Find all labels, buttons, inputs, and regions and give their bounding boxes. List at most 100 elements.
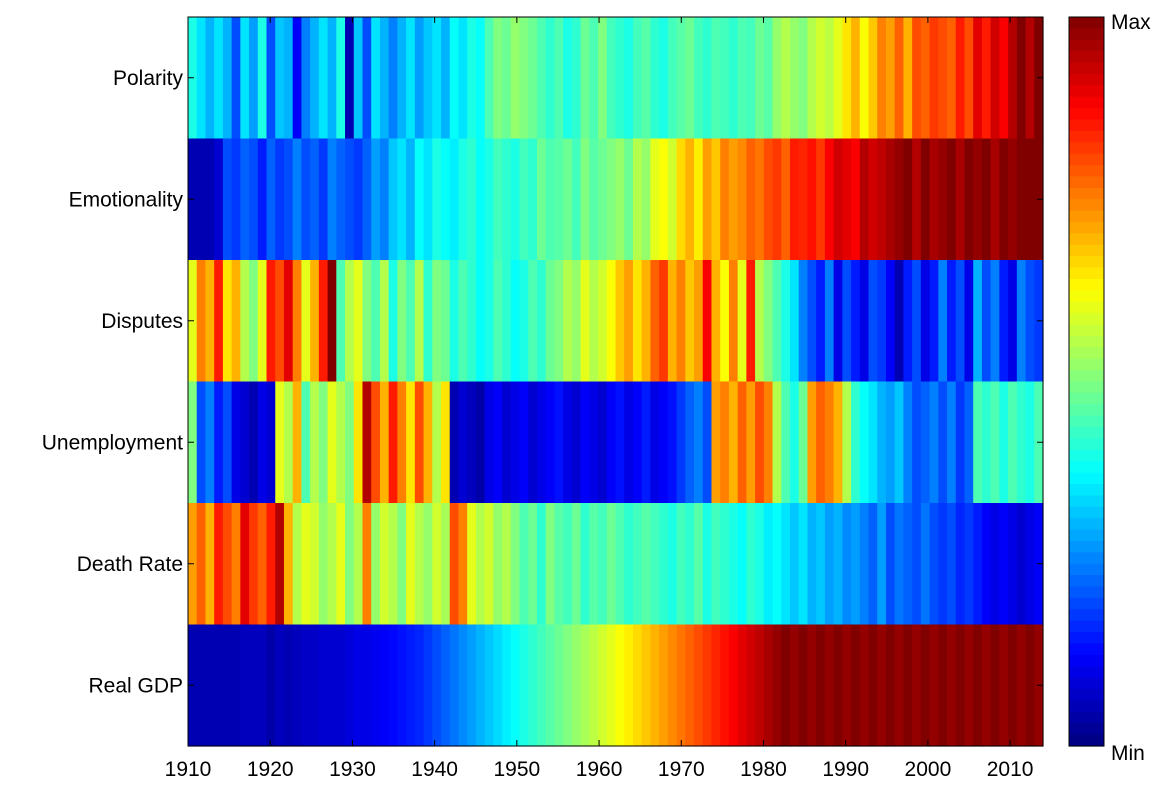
heatmap-cell <box>240 381 250 504</box>
heatmap-cell <box>720 260 730 383</box>
heatmap-cell <box>318 17 329 140</box>
heatmap-cell <box>580 138 590 261</box>
heatmap-cell <box>676 503 686 626</box>
heatmap-cell <box>257 624 268 747</box>
heatmap-cell <box>798 503 809 626</box>
heatmap-cell <box>345 381 355 504</box>
heatmap-cell <box>449 138 460 261</box>
heatmap-cell <box>222 381 233 504</box>
heatmap-cell <box>275 381 285 504</box>
heatmap-cell <box>545 138 556 261</box>
colorbar-swatch <box>1069 495 1104 508</box>
heatmap-cell <box>606 381 617 504</box>
heatmap-cell <box>353 624 364 747</box>
heatmap-cell <box>711 381 721 504</box>
heatmap-cell <box>938 138 948 261</box>
heatmap-cell <box>755 624 765 747</box>
heatmap-cell <box>414 381 425 504</box>
y-tick-label: Death Rate <box>77 553 183 576</box>
heatmap-cell <box>310 138 320 261</box>
heatmap-cell <box>362 17 372 140</box>
x-tick-label: 2000 <box>905 758 952 781</box>
heatmap-cell <box>912 503 922 626</box>
heatmap-cell <box>510 381 521 504</box>
heatmap-cell <box>755 503 765 626</box>
heatmap-cell <box>894 381 904 504</box>
colorbar-swatch <box>1069 711 1104 724</box>
heatmap-cell <box>519 503 529 626</box>
heatmap-cell <box>379 17 390 140</box>
colorbar-swatch <box>1069 620 1104 633</box>
heatmap-cell <box>283 138 294 261</box>
heatmap-cell <box>458 138 468 261</box>
heatmap-cell <box>807 381 817 504</box>
heatmap-cell <box>467 138 477 261</box>
y-tick-label: Emotionality <box>69 188 184 211</box>
heatmap-cell <box>528 381 538 504</box>
colorbar-swatch <box>1069 142 1104 155</box>
heatmap-cell <box>536 503 547 626</box>
heatmap-cell <box>275 503 285 626</box>
colorbar-swatch <box>1069 130 1104 143</box>
colorbar-swatch <box>1069 529 1104 542</box>
heatmap-cell <box>947 17 957 140</box>
heatmap-cell <box>222 503 233 626</box>
heatmap-cell <box>397 624 407 747</box>
heatmap-cell <box>615 260 625 383</box>
heatmap-cell <box>362 138 372 261</box>
heatmap-cell <box>1025 138 1035 261</box>
colorbar-swatch <box>1069 256 1104 269</box>
colorbar-swatch <box>1069 540 1104 553</box>
heatmap-cell <box>964 503 974 626</box>
heatmap-cell <box>720 17 730 140</box>
heatmap-cell <box>327 260 337 383</box>
heatmap-cell <box>275 260 285 383</box>
colorbar-max-label: Max <box>1111 11 1151 34</box>
heatmap-cell <box>318 624 329 747</box>
heatmap-cell <box>467 17 477 140</box>
heatmap-cell <box>598 260 608 383</box>
heatmap-cell <box>528 624 538 747</box>
heatmap-cell <box>667 503 678 626</box>
heatmap-cell <box>371 381 381 504</box>
heatmap-cell <box>912 260 922 383</box>
heatmap-cell <box>510 138 521 261</box>
heatmap-cell <box>885 260 896 383</box>
heatmap-cell <box>711 260 721 383</box>
heatmap-cell <box>807 624 817 747</box>
heatmap-cell <box>475 503 486 626</box>
heatmap-cell <box>632 260 643 383</box>
heatmap-cell <box>292 624 303 747</box>
heatmap-cell <box>981 17 992 140</box>
heatmap-cell <box>563 138 573 261</box>
heatmap-cell <box>885 503 896 626</box>
heatmap-cell <box>694 17 704 140</box>
colorbar-swatch <box>1069 654 1104 667</box>
heatmap-cell <box>990 138 1000 261</box>
heatmap-cell <box>920 381 931 504</box>
heatmap-cell <box>615 381 625 504</box>
heatmap-cell <box>598 17 608 140</box>
heatmap-cell <box>851 138 861 261</box>
y-tick-label: Polarity <box>113 67 184 90</box>
heatmap-cell <box>231 503 241 626</box>
heatmap-cell <box>257 503 268 626</box>
heatmap-cell <box>275 17 285 140</box>
colorbar-swatch <box>1069 381 1104 394</box>
heatmap-cell <box>441 260 451 383</box>
colorbar-swatch <box>1069 415 1104 428</box>
heatmap-cell <box>196 624 207 747</box>
heatmap-cell <box>947 260 957 383</box>
heatmap-cell <box>598 381 608 504</box>
heatmap-cell <box>615 17 625 140</box>
heatmap-cell <box>868 503 878 626</box>
heatmap-cell <box>475 260 486 383</box>
heatmap-cell <box>947 503 957 626</box>
heatmap-cell <box>502 17 512 140</box>
heatmap-cell <box>641 17 651 140</box>
heatmap-cell <box>964 260 974 383</box>
heatmap-cell <box>973 503 983 626</box>
heatmap-cell <box>536 624 547 747</box>
heatmap-cell <box>964 381 974 504</box>
